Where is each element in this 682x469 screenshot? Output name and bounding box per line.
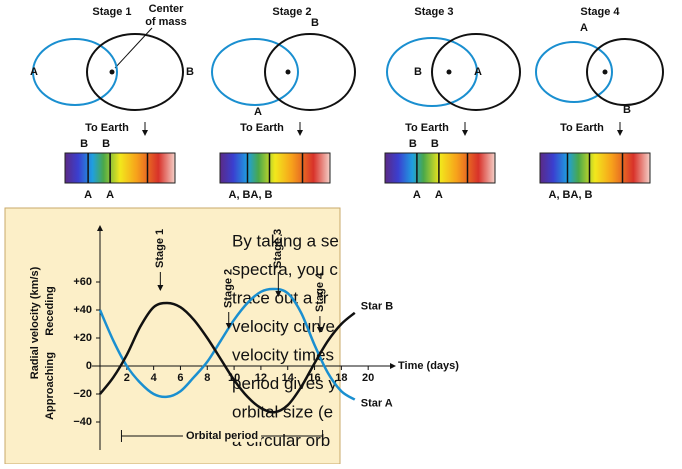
earth-label: To Earth <box>240 122 284 134</box>
paragraph-line: orbital size (e <box>232 402 333 421</box>
stage-title: Stage 2 <box>272 6 311 18</box>
stage-title: Stage 3 <box>414 6 453 18</box>
orbit-label: A <box>30 66 38 78</box>
orbit-a <box>536 42 612 102</box>
y-axis-part: Approaching <box>44 352 56 420</box>
orbit-b <box>587 39 663 105</box>
spectrum <box>220 153 330 183</box>
series-label: Star A <box>361 398 393 410</box>
center-of-mass <box>603 70 608 75</box>
center-of-mass <box>447 70 452 75</box>
spectrum <box>540 153 650 183</box>
spectrum-label: A, B <box>251 189 273 201</box>
y-axis-part: Receding <box>44 286 56 336</box>
y-tick-label: +20 <box>73 332 92 344</box>
spectrum-label: A <box>435 189 443 201</box>
center-of-mass <box>110 70 115 75</box>
orbit-a <box>212 39 298 105</box>
y-tick-label: +60 <box>73 276 92 288</box>
stage-marker: Stage 3 <box>272 229 284 268</box>
center-of-mass <box>286 70 291 75</box>
stage-title: Stage 4 <box>580 6 620 18</box>
com-label: Center <box>149 3 185 15</box>
orbit-a <box>33 39 117 105</box>
stage-title: Stage 1 <box>92 6 131 18</box>
figure: Center of mass Stage 1 A B To Earth B A B A Stag… <box>0 0 682 464</box>
stage-marker: Stage 4 <box>314 272 326 312</box>
spectrum-label: A <box>84 189 92 201</box>
x-tick-label: 2 <box>124 372 130 384</box>
orbit-label: B <box>186 66 194 78</box>
orbit-b <box>87 34 183 110</box>
x-tick-label: 12 <box>255 372 267 384</box>
x-tick-label: 6 <box>177 372 183 384</box>
spectrum-label: B <box>409 138 417 150</box>
paragraph-line: By taking a se <box>232 231 339 250</box>
series-label: Star B <box>361 301 393 313</box>
page: Center of mass Stage 1 A B To Earth B A B A Stag… <box>0 0 682 469</box>
x-tick-label: 18 <box>335 372 347 384</box>
spectrum-label: B <box>431 138 439 150</box>
x-tick-label: 8 <box>204 372 210 384</box>
com-label: of mass <box>145 16 187 28</box>
period-label: Orbital period <box>186 430 258 442</box>
x-tick-label: 16 <box>308 372 320 384</box>
spectrum-label: A, B <box>571 189 593 201</box>
orbit-b <box>265 34 355 110</box>
spectrum-label: A <box>106 189 114 201</box>
orbit-label: B <box>414 66 422 78</box>
earth-label: To Earth <box>85 122 129 134</box>
earth-label: To Earth <box>560 122 604 134</box>
y-tick-label: −40 <box>73 416 92 428</box>
x-tick-label: 20 <box>362 372 374 384</box>
spectrum-label: B <box>102 138 110 150</box>
x-tick-label: 14 <box>282 372 295 384</box>
spectrum-label: A, B <box>549 189 571 201</box>
x-tick-label: 4 <box>151 372 158 384</box>
spectrum-label: A <box>413 189 421 201</box>
spectrum-label: B <box>80 138 88 150</box>
y-axis-label: Radial velocity (km/s) <box>29 266 41 379</box>
stage-marker: Stage 2 <box>223 269 235 308</box>
stage-marker: Stage 1 <box>154 229 166 268</box>
earth-label: To Earth <box>405 122 449 134</box>
y-tick-label: 0 <box>86 360 92 372</box>
spectrum <box>385 153 495 183</box>
x-axis-label: Time (days) <box>398 360 459 372</box>
orbit-label: A <box>474 66 482 78</box>
y-tick-label: −20 <box>73 388 92 400</box>
spectrum <box>65 153 175 183</box>
orbit-label: A <box>254 106 262 118</box>
orbit-label: A <box>580 22 588 34</box>
orbit-label: B <box>311 17 319 29</box>
orbit-label: B <box>623 104 631 116</box>
y-tick-label: +40 <box>73 304 92 316</box>
spectrum-label: A, B <box>229 189 251 201</box>
